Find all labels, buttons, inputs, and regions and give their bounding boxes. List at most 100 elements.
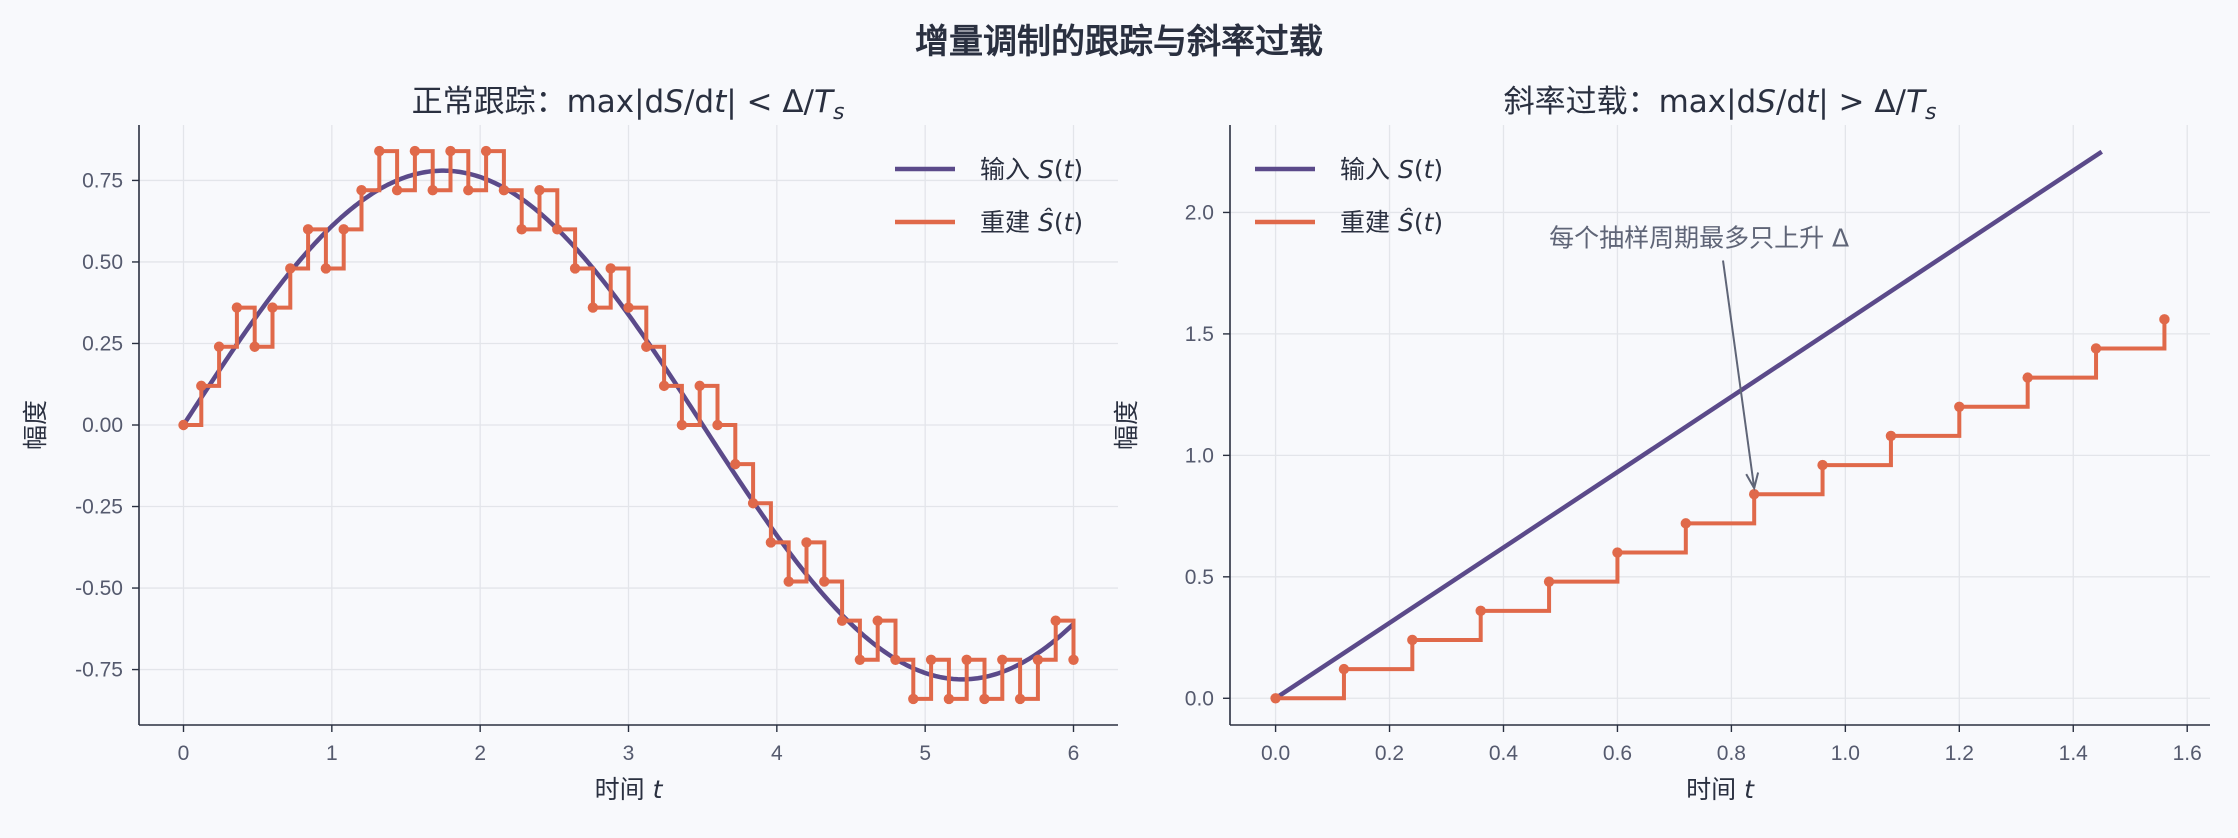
- x-tick-label: 4: [771, 742, 783, 765]
- reconstruction-sample-point: [1050, 615, 1061, 626]
- reconstruction-sample-point: [641, 341, 652, 352]
- reconstruction-sample-point: [249, 341, 260, 352]
- reconstruction-sample-point: [1817, 459, 1828, 471]
- subplot-2: 0.0 0.2 0.4 0.6 0.8 1.0 1.2 1.4 1.6 0.0 0.5 1.0 1.5 2…: [1112, 84, 2210, 804]
- reconstruction-sample-point: [285, 263, 296, 274]
- reconstruction-sample-point: [908, 693, 919, 705]
- reconstruction-sample-point: [569, 263, 581, 274]
- reconstruction-sample-point: [1270, 693, 1281, 704]
- reconstruction-sample-point: [1032, 654, 1044, 665]
- subplot-title: 斜率过载：max|dS/dt| > Δ/Ts: [1504, 84, 1937, 125]
- reconstruction-sample-point: [480, 145, 492, 157]
- series-input-line: [1274, 149, 2103, 701]
- reconstruction-sample-point: [1338, 663, 1350, 675]
- reconstruction-sample-point: [427, 185, 438, 196]
- x-tick-label: 0.8: [1717, 742, 1746, 765]
- reconstruction-sample-point: [676, 419, 688, 431]
- y-tick-label: 1.5: [1185, 323, 1214, 346]
- legend-entry: 输入 S(t): [980, 155, 1083, 184]
- reconstruction-sample-point: [213, 341, 225, 352]
- reconstruction-sample-point: [516, 224, 527, 235]
- reconstruction-sample-point: [854, 654, 866, 665]
- reconstruction-sample-point: [943, 693, 955, 705]
- x-tick-label: 1: [326, 742, 338, 765]
- reconstruction-sample-point: [1475, 605, 1486, 617]
- legend-entry: 重建 Ŝ(t): [1340, 207, 1443, 237]
- x-tick-label: 3: [623, 742, 635, 765]
- reconstruction-sample-point: [712, 419, 723, 431]
- x-tick-label: 1.2: [1945, 742, 1974, 765]
- y-tick-label: 0.00: [82, 414, 123, 437]
- x-tick-label: 0.2: [1375, 742, 1404, 765]
- reconstruction-sample-point: [1068, 654, 1079, 665]
- y-tick-label: 2.0: [1185, 201, 1214, 224]
- reconstruction-sample-point: [819, 576, 830, 587]
- reconstruction-sample-point: [801, 537, 812, 548]
- y-tick-label: 0.25: [82, 332, 123, 355]
- reconstruction-sample-point: [391, 185, 403, 196]
- reconstruction-sample-point: [2090, 343, 2102, 354]
- subplot-title: 正常跟踪：max|dS/dt| < Δ/Ts: [412, 84, 845, 125]
- annotation-arrow: [1722, 260, 1756, 489]
- y-tick-label: -0.75: [75, 659, 123, 682]
- y-tick-label: -0.50: [75, 577, 123, 600]
- reconstruction-sample-point: [231, 302, 243, 313]
- reconstruction-sample-point: [338, 224, 349, 235]
- reconstruction-sample-point: [836, 615, 848, 626]
- legend-entry: 输入 S(t): [1340, 155, 1443, 184]
- y-tick-label: 1.0: [1185, 444, 1214, 467]
- reconstruction-sample-point: [1014, 693, 1026, 705]
- x-tick-label: 5: [919, 742, 931, 765]
- x-tick-label: 0: [178, 742, 190, 765]
- reconstruction-sample-point: [356, 185, 367, 196]
- reconstruction-sample-point: [1748, 489, 1760, 500]
- reconstruction-sample-point: [1407, 634, 1418, 646]
- reconstruction-sample-point: [730, 458, 741, 470]
- reconstruction-sample-point: [552, 224, 563, 235]
- legend-entry: 重建 Ŝ(t): [980, 207, 1083, 237]
- y-axis-label: 幅度: [21, 400, 50, 450]
- annotation-text: 每个抽样周期最多只上升 Δ: [1549, 223, 1849, 252]
- reconstruction-sample-point: [605, 263, 616, 274]
- y-axis-label: 幅度: [1112, 400, 1141, 450]
- figure-title: 增量调制的跟踪与斜率过载: [915, 22, 1323, 62]
- reconstruction-sample-point: [979, 693, 990, 705]
- reconstruction-sample-point: [783, 576, 794, 587]
- y-tick-label: 0.50: [82, 251, 123, 274]
- reconstruction-sample-point: [623, 302, 634, 313]
- reconstruction-sample-point: [409, 145, 421, 157]
- reconstruction-sample-point: [498, 185, 510, 196]
- legend: 输入 S(t) 重建 Ŝ(t): [1255, 155, 1443, 237]
- y-tick-label: 0.0: [1185, 687, 1214, 710]
- legend: 输入 S(t) 重建 Ŝ(t): [895, 155, 1083, 237]
- annotation-arrowhead: [1745, 472, 1760, 491]
- reconstruction-sample-point: [2159, 314, 2170, 325]
- reconstruction-sample-point: [302, 224, 314, 235]
- reconstruction-sample-point: [961, 654, 972, 665]
- x-tick-label: 0.0: [1261, 742, 1290, 765]
- reconstruction-sample-point: [2022, 372, 2033, 383]
- reconstruction-sample-point: [196, 380, 207, 392]
- reconstruction-sample-point: [658, 380, 670, 392]
- reconstruction-sample-point: [872, 615, 883, 626]
- reconstruction-sample-point: [997, 654, 1008, 665]
- x-tick-label: 0.6: [1603, 742, 1632, 765]
- reconstruction-sample-point: [178, 419, 189, 431]
- y-tick-label: -0.25: [75, 496, 123, 519]
- x-tick-label: 1.6: [2173, 742, 2202, 765]
- x-tick-label: 1.0: [1831, 742, 1860, 765]
- reconstruction-sample-point: [374, 145, 385, 157]
- reconstruction-sample-point: [1954, 401, 1965, 412]
- x-tick-label: 6: [1068, 742, 1080, 765]
- reconstruction-sample-point: [534, 185, 545, 196]
- reconstruction-sample-point: [320, 263, 332, 274]
- reconstruction-sample-point: [1680, 518, 1692, 529]
- reconstruction-sample-point: [445, 145, 456, 157]
- subplot-1: 0 1 2 3 4 5 6 -0.75 -0.50 -0.25 0.00 0.25 0.50 0.75 时间…: [21, 84, 1118, 804]
- x-tick-label: 0.4: [1489, 742, 1519, 765]
- x-tick-label: 2: [474, 742, 486, 765]
- reconstruction-sample-point: [1885, 430, 1897, 442]
- reconstruction-sample-point: [267, 302, 278, 313]
